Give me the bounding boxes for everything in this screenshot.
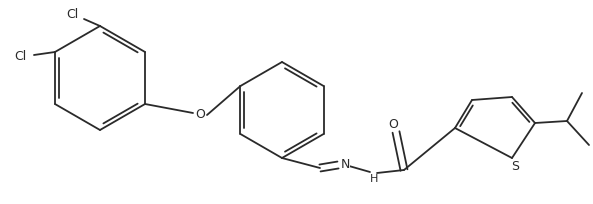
Text: H: H <box>370 174 378 184</box>
Text: N: N <box>340 159 350 172</box>
Text: Cl: Cl <box>14 51 26 63</box>
Text: S: S <box>511 160 519 173</box>
Text: O: O <box>195 109 205 122</box>
Text: Cl: Cl <box>66 8 78 20</box>
Text: O: O <box>388 118 398 131</box>
